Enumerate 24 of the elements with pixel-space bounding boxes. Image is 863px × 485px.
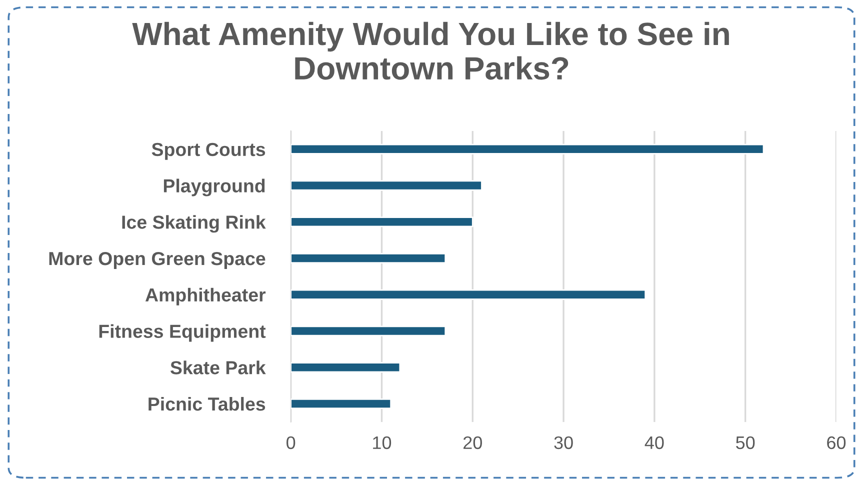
y-tick-label: Amphitheater <box>145 288 266 306</box>
y-tick-label: More Open Green Space <box>49 252 266 269</box>
y-tick-label: Skate Park <box>170 360 266 374</box>
y-tick-label: Ice Skating Rink <box>122 215 266 233</box>
y-tick-label: Fitness Equipment <box>99 324 266 342</box>
y-tick-label: Playground <box>164 178 265 196</box>
bar <box>290 362 401 373</box>
x-tick-label: 0 <box>286 436 296 450</box>
chart-title: What Amenity Would You Like to See in Downtown Parks? <box>132 22 729 80</box>
bar <box>290 180 482 191</box>
x-tick-label: 20 <box>464 436 482 450</box>
bar <box>290 216 474 228</box>
bar <box>290 144 764 154</box>
bar <box>290 398 392 410</box>
x-tick-label: 10 <box>373 436 392 450</box>
x-tick-label: 40 <box>644 436 664 450</box>
y-tick-label: Sport Courts <box>152 142 266 160</box>
x-tick-label: 50 <box>736 436 755 450</box>
y-tick-label: Picnic Tables <box>148 396 266 411</box>
x-tick-label: 60 <box>827 436 846 450</box>
x-tick-label: 30 <box>554 436 573 450</box>
bar <box>290 326 446 336</box>
bar <box>290 289 646 300</box>
bar <box>290 253 446 264</box>
